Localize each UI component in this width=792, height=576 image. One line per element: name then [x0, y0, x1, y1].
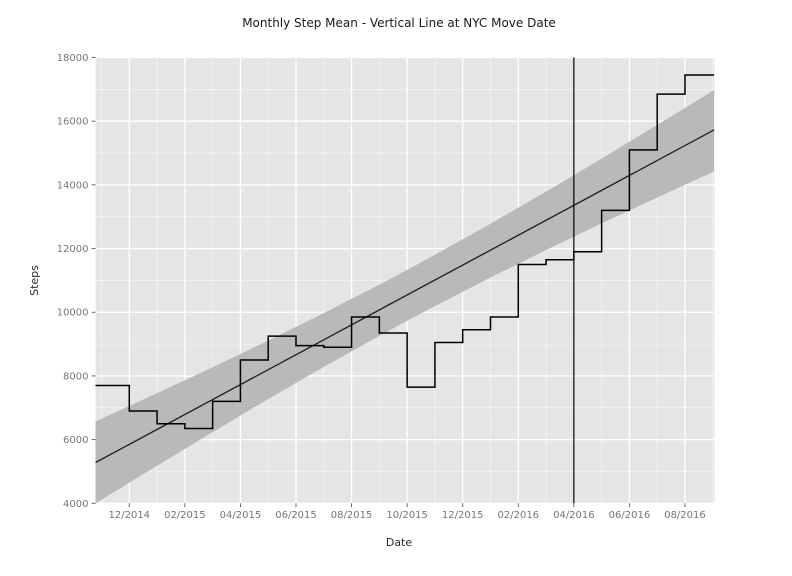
- x-tick-label: 08/2016: [664, 510, 706, 521]
- grid-minor: [95, 57, 715, 504]
- y-tick-label: 18000: [57, 53, 89, 64]
- y-tick-label: 4000: [63, 499, 88, 510]
- y-tick-labels: 4000 6000 8000 10000 12000 14000 16000 18000: [57, 53, 89, 510]
- x-tick-label: 06/2015: [275, 510, 317, 521]
- y-axis-label: Steps: [28, 265, 41, 296]
- x-tick-labels: 12/2014 02/2015 04/2015 06/2015 08/2015 10/20…: [109, 510, 706, 521]
- trend-line-path: [95, 129, 715, 464]
- x-tick-label: 02/2016: [498, 510, 540, 521]
- x-tick-label: 02/2015: [164, 510, 206, 521]
- chart-title: Monthly Step Mean - Vertical Line at NYC…: [242, 16, 556, 30]
- y-tick-label: 12000: [57, 244, 89, 255]
- x-tick-label: 12/2015: [442, 510, 484, 521]
- step-series-path: [95, 74, 715, 430]
- y-tick-label: 6000: [63, 435, 88, 446]
- step-series: [95, 74, 715, 430]
- y-tick-label: 16000: [57, 117, 89, 128]
- trend-line: [95, 129, 715, 464]
- x-tick-label: 12/2014: [109, 510, 151, 521]
- x-tick-label: 08/2015: [331, 510, 373, 521]
- x-tick-label: 04/2015: [220, 510, 262, 521]
- x-tick-label: 06/2016: [609, 510, 651, 521]
- y-tick-label: 10000: [57, 308, 89, 319]
- axis-ticks: [91, 57, 686, 508]
- x-tick-label: 04/2016: [553, 510, 595, 521]
- x-tick-label: 10/2015: [386, 510, 428, 521]
- x-axis-label: Date: [386, 536, 413, 549]
- y-tick-label: 14000: [57, 180, 89, 191]
- y-tick-label: 8000: [63, 371, 88, 382]
